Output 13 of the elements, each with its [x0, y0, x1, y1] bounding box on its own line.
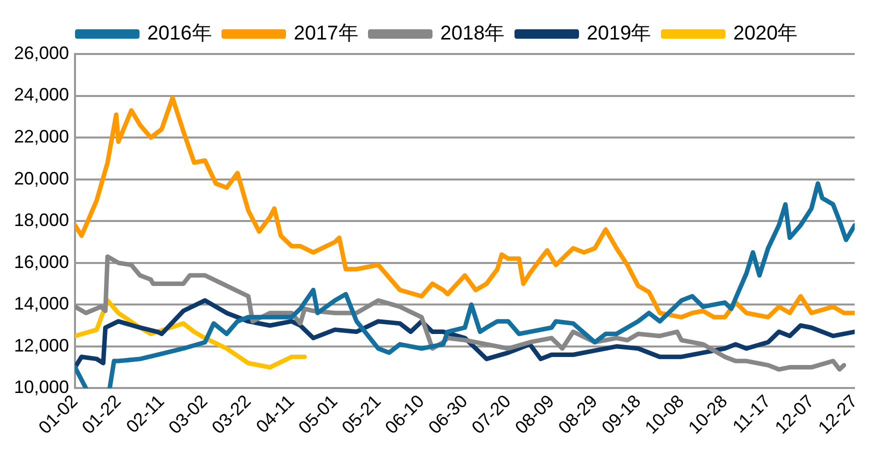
legend-label: 2016年: [147, 22, 212, 45]
legend-label: 2019年: [586, 22, 652, 45]
legend-label: 2018年: [440, 22, 505, 45]
y-tick-label: 14,000: [14, 294, 70, 314]
y-tick-label: 26,000: [14, 42, 70, 63]
y-tick-label: 24,000: [14, 84, 70, 105]
y-tick-label: 20,000: [14, 168, 70, 188]
legend-label: 2017年: [294, 22, 358, 45]
y-tick-label: 12,000: [14, 335, 70, 356]
legend-label: 2020年: [733, 22, 798, 45]
y-tick-label: 16,000: [14, 252, 70, 272]
y-tick-label: 18,000: [14, 210, 70, 230]
y-tick-label: 22,000: [14, 126, 70, 147]
